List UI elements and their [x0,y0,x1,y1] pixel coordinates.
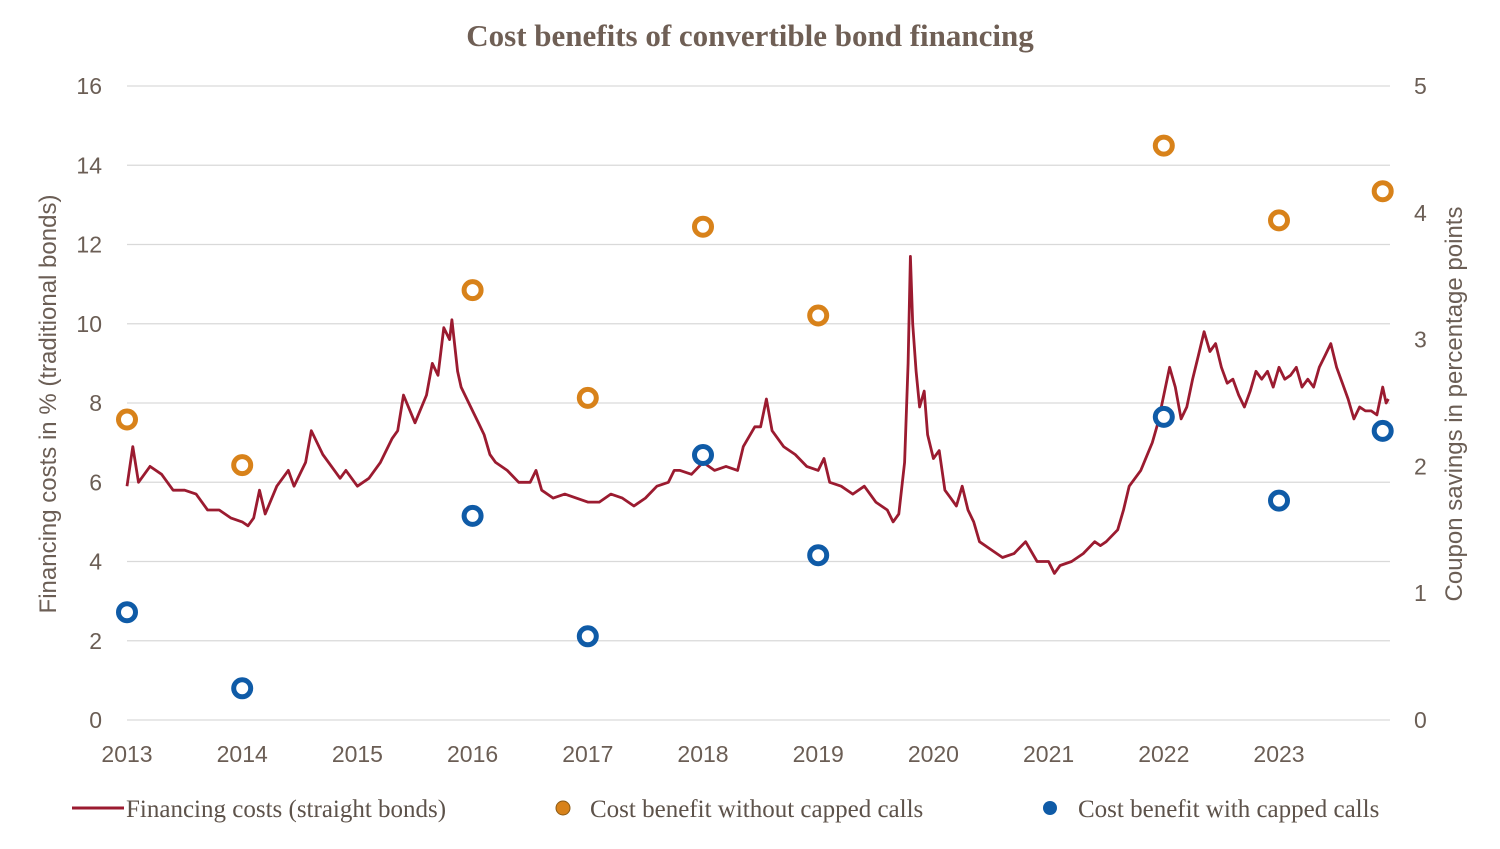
left-tick-label: 10 [76,311,102,337]
gridlines [127,85,1390,721]
point-without-capped-calls [1268,209,1290,232]
x-axis: 2013 2014 2015 2016 2017 2018 2019 2020 2021 2022… [101,741,1304,767]
point-without-capped-calls [1371,180,1394,203]
left-axis-title: Financing costs in % (traditional bonds) [35,195,62,614]
point-without-capped-calls [461,279,484,302]
point-without-capped-calls [116,408,138,431]
left-tick-label: 0 [89,707,102,733]
left-tick-label: 2 [89,628,102,654]
left-axis: 0 2 4 6 8 10 12 14 16 [76,73,102,733]
x-tick-label: 2019 [793,741,844,767]
right-tick-label: 0 [1414,707,1427,733]
legend-label-financing-costs: Financing costs (straight bonds) [126,796,446,823]
point-without-capped-calls [692,215,714,238]
right-axis: 0 1 2 3 4 5 [1414,73,1427,733]
right-tick-label: 1 [1414,580,1427,606]
left-tick-label: 8 [89,390,102,416]
left-tick-label: 16 [76,73,102,99]
x-tick-label: 2023 [1253,741,1304,767]
point-with-capped-calls [807,544,830,567]
point-with-capped-calls [1371,419,1394,442]
point-with-capped-calls [692,444,714,466]
point-without-capped-calls [807,304,830,327]
legend-label-with-capped-calls: Cost benefit with capped calls [1078,796,1379,823]
left-tick-label: 12 [76,232,102,258]
point-with-capped-calls [576,625,599,648]
series-layer [116,134,1394,700]
chart-title: Cost benefits of convertible bond financ… [466,18,1034,53]
x-tick-label: 2018 [677,741,728,767]
x-tick-label: 2022 [1138,741,1189,767]
legend: Financing costs (straight bonds) Cost ben… [72,796,1379,823]
point-without-capped-calls [1152,134,1175,157]
point-without-capped-calls [231,454,254,477]
left-tick-label: 6 [89,469,102,495]
point-with-capped-calls [1268,489,1290,512]
x-tick-label: 2014 [217,741,268,767]
legend-marker-with-capped-calls [1043,801,1057,815]
x-tick-label: 2016 [447,741,498,767]
legend-marker-without-capped-calls [555,800,571,816]
left-tick-label: 4 [89,549,102,575]
point-with-capped-calls [231,677,254,700]
x-tick-label: 2017 [562,741,613,767]
right-tick-label: 4 [1414,200,1427,226]
x-tick-label: 2020 [908,741,959,767]
right-tick-label: 5 [1414,73,1427,99]
point-with-capped-calls [116,601,138,624]
right-axis-title: Coupon savings in percentage points [1441,207,1468,602]
right-tick-label: 3 [1414,327,1427,353]
right-tick-label: 2 [1414,453,1427,479]
point-with-capped-calls [461,504,484,527]
left-tick-label: 14 [76,152,102,178]
x-tick-label: 2021 [1023,741,1074,767]
series-line-financing-costs [125,254,1390,575]
point-without-capped-calls [576,386,599,409]
point-with-capped-calls [1152,405,1175,428]
x-tick-label: 2013 [101,741,152,767]
legend-label-without-capped-calls: Cost benefit without capped calls [590,796,923,823]
x-tick-label: 2015 [332,741,383,767]
